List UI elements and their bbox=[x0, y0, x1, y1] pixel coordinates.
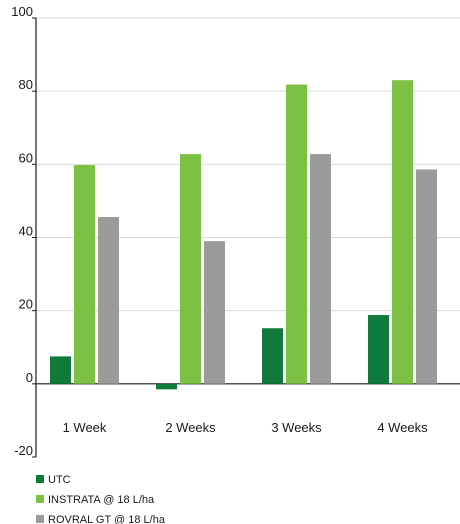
y-tick-label: -20 bbox=[14, 443, 33, 458]
y-tick-label: 100 bbox=[11, 4, 33, 19]
x-category-label: 3 Weeks bbox=[271, 420, 322, 435]
y-tick-label: 0 bbox=[26, 370, 33, 385]
legend-swatch bbox=[36, 515, 44, 523]
bar[interactable] bbox=[50, 356, 71, 384]
x-category-label: 1 Week bbox=[63, 420, 107, 435]
bar[interactable] bbox=[310, 154, 331, 384]
x-category-label: 4 Weeks bbox=[377, 420, 428, 435]
bar[interactable] bbox=[368, 315, 389, 384]
bar[interactable] bbox=[204, 241, 225, 384]
bar[interactable] bbox=[180, 154, 201, 384]
legend-label: INSTRATA @ 18 L/ha bbox=[48, 494, 155, 506]
bar[interactable] bbox=[98, 217, 119, 384]
y-tick-label: 80 bbox=[19, 77, 33, 92]
y-tick-label: 40 bbox=[19, 224, 33, 239]
y-tick-label: 20 bbox=[19, 297, 33, 312]
legend-swatch bbox=[36, 475, 44, 483]
legend-swatch bbox=[36, 495, 44, 503]
legend-label: UTC bbox=[48, 474, 71, 486]
bar[interactable] bbox=[74, 165, 95, 384]
bar[interactable] bbox=[416, 169, 437, 384]
x-category-label: 2 Weeks bbox=[165, 420, 216, 435]
bar[interactable] bbox=[392, 80, 413, 384]
bar[interactable] bbox=[286, 84, 307, 384]
legend-label: ROVRAL GT @ 18 L/ha bbox=[48, 514, 166, 524]
y-tick-label: 60 bbox=[19, 150, 33, 165]
bar[interactable] bbox=[262, 328, 283, 384]
bar[interactable] bbox=[156, 383, 177, 390]
